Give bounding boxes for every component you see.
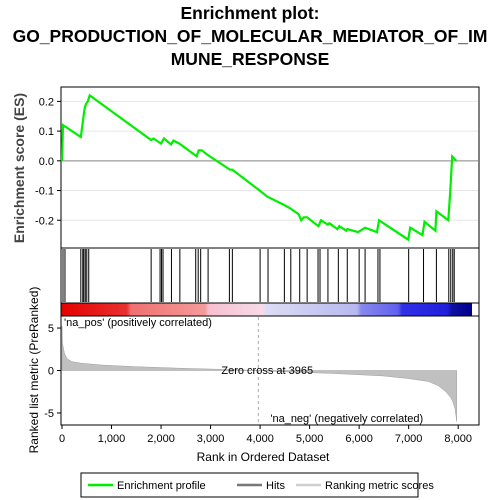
x-tick-label: 2,000 [147, 433, 175, 445]
metric-y-axis-label: Ranked list metric (PreRanked) [27, 287, 41, 454]
x-tick-label: 6,000 [345, 433, 373, 445]
positive-label: 'na_pos' (positively correlated) [64, 317, 212, 329]
enrichment-profile-line [60, 93, 458, 242]
hits-panel-frame [60, 247, 480, 304]
x-tick-label: 8,000 [444, 433, 472, 445]
negative-label: 'na_neg' (negatively correlated) [270, 413, 423, 425]
x-axis-label: Rank in Ordered Dataset [197, 450, 330, 464]
title-line-3: MUNE_RESPONSE [170, 49, 330, 69]
hits-marks [62, 249, 455, 302]
rank-color-bar [61, 303, 472, 316]
x-tick-label: 5,000 [296, 433, 324, 445]
zero-cross-label: Zero cross at 3965 [221, 365, 313, 377]
es-y-axis-label: Enrichment score (ES) [11, 93, 27, 243]
chart-title: Enrichment plot: GO_PRODUCTION_OF_MOLECU… [0, 2, 500, 71]
es-y-ticks: 0.2 0.1 0.0 -0.1 -0.2 [35, 96, 61, 227]
es-y-tick-label: 0.0 [39, 156, 54, 168]
es-y-tick-label: -0.1 [35, 186, 54, 198]
title-line-1: Enrichment plot: [180, 3, 320, 23]
metric-y-tick-label: 0 [48, 366, 54, 378]
es-y-tick-label: 0.1 [39, 126, 54, 138]
x-tick-label: 4,000 [246, 433, 274, 445]
x-ticks: 0 1,000 2,000 3,000 4,000 5,000 6,000 7,000 8,00… [59, 425, 472, 445]
legend-profile-label: Enrichment profile [117, 480, 206, 492]
es-y-tick-label: -0.2 [35, 215, 54, 227]
x-tick-label: 0 [59, 433, 65, 445]
es-gridlines [62, 100, 478, 221]
metric-y-tick-label: 5 [48, 323, 54, 335]
metric-y-tick-label: -5 [44, 408, 54, 420]
x-tick-label: 3,000 [197, 433, 225, 445]
legend-hits-label: Hits [266, 480, 285, 492]
metric-y-ticks: 5 0 -5 [44, 323, 61, 420]
ranked-metric-area [61, 326, 457, 422]
legend-metric-label: Ranking metric scores [325, 480, 434, 492]
title-line-2: GO_PRODUCTION_OF_MOLECULAR_MEDIATOR_OF_I… [12, 26, 488, 46]
es-panel-frame [60, 86, 480, 249]
x-tick-label: 1,000 [98, 433, 126, 445]
x-tick-label: 7,000 [395, 433, 423, 445]
es-y-tick-label: 0.2 [39, 96, 54, 108]
